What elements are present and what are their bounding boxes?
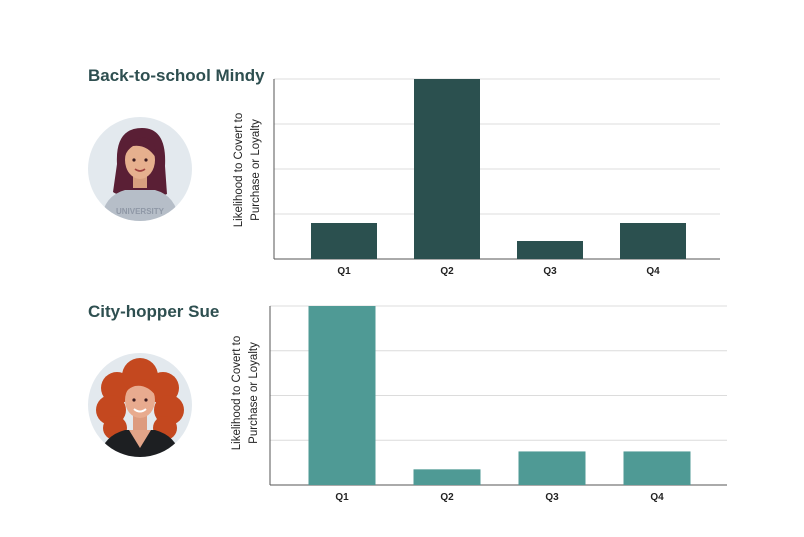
y-axis-label: Purchase or Loyalty xyxy=(248,342,260,444)
persona-name-mindy: Back-to-school Mindy xyxy=(88,66,265,85)
shirt-text: UNIVERSITY xyxy=(116,207,165,216)
bar-q4 xyxy=(620,223,686,259)
avatar-sue xyxy=(87,352,193,458)
chart-sue: Q1 Q2 Q3 Q4 Likelihood to Covert to Purchase … xyxy=(231,305,727,503)
bar-q3 xyxy=(517,241,583,259)
x-tick-label: Q2 xyxy=(440,492,454,503)
y-axis-label: Likelihood to Covert to xyxy=(231,336,243,450)
chart-mindy: Q1 Q2 Q3 Q4 Likelihood to Covert to Purchase … xyxy=(233,78,720,277)
bar-q2 xyxy=(414,79,480,259)
bar-q1 xyxy=(308,306,376,485)
y-axis-label: Likelihood to Covert to xyxy=(233,113,245,227)
x-tick-label: Q3 xyxy=(543,266,557,277)
x-tick-label: Q1 xyxy=(337,266,351,277)
bar-q2 xyxy=(413,469,481,485)
woman-dark-hair-avatar-icon: UNIVERSITY xyxy=(88,117,192,221)
bar-q4 xyxy=(623,451,691,485)
bar-q3 xyxy=(518,451,586,485)
x-tick-label: Q4 xyxy=(646,266,660,277)
x-tick-label: Q4 xyxy=(650,492,664,503)
bar-q1 xyxy=(311,223,377,259)
y-axis-label: Purchase or Loyalty xyxy=(250,119,262,221)
x-tick-label: Q3 xyxy=(545,492,559,503)
x-tick-label: Q2 xyxy=(440,266,454,277)
persona-name-sue: City-hopper Sue xyxy=(88,302,220,321)
x-tick-label: Q1 xyxy=(335,492,349,503)
avatar-mindy: UNIVERSITY xyxy=(87,116,193,222)
woman-curly-red-hair-avatar-icon xyxy=(88,353,192,457)
